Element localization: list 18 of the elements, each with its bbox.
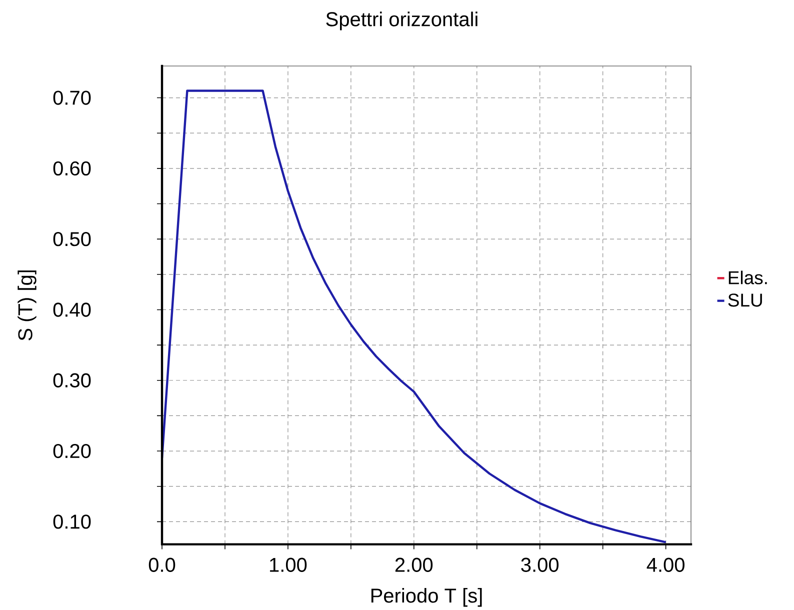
x-tick-label: 0.0 [148, 558, 176, 572]
line-series [162, 90, 667, 544]
x-tick-label: 2.00 [395, 558, 433, 572]
legend-label: Elas. [728, 270, 767, 284]
x-axis-title: Periodo T [s] [371, 588, 482, 607]
y-tick-label: 0.40 [53, 302, 91, 317]
x-tick-label: 1.00 [270, 558, 307, 572]
chart-title: Spettri orizzontali [326, 12, 478, 30]
legend-label: SLU [728, 294, 762, 307]
y-axis-title: S (T) [g] [18, 270, 36, 340]
x-tick-label: 3.00 [521, 558, 559, 572]
y-tick-label: 0.20 [53, 444, 91, 458]
y-tick-label: 0.30 [53, 373, 91, 388]
y-tick-label: 0.60 [53, 161, 91, 176]
y-tick-label: 0.50 [53, 232, 91, 246]
y-tick-label: 0.10 [53, 514, 91, 529]
x-tick-label: 4.00 [646, 558, 684, 572]
y-tick-label: 0.70 [53, 90, 91, 105]
